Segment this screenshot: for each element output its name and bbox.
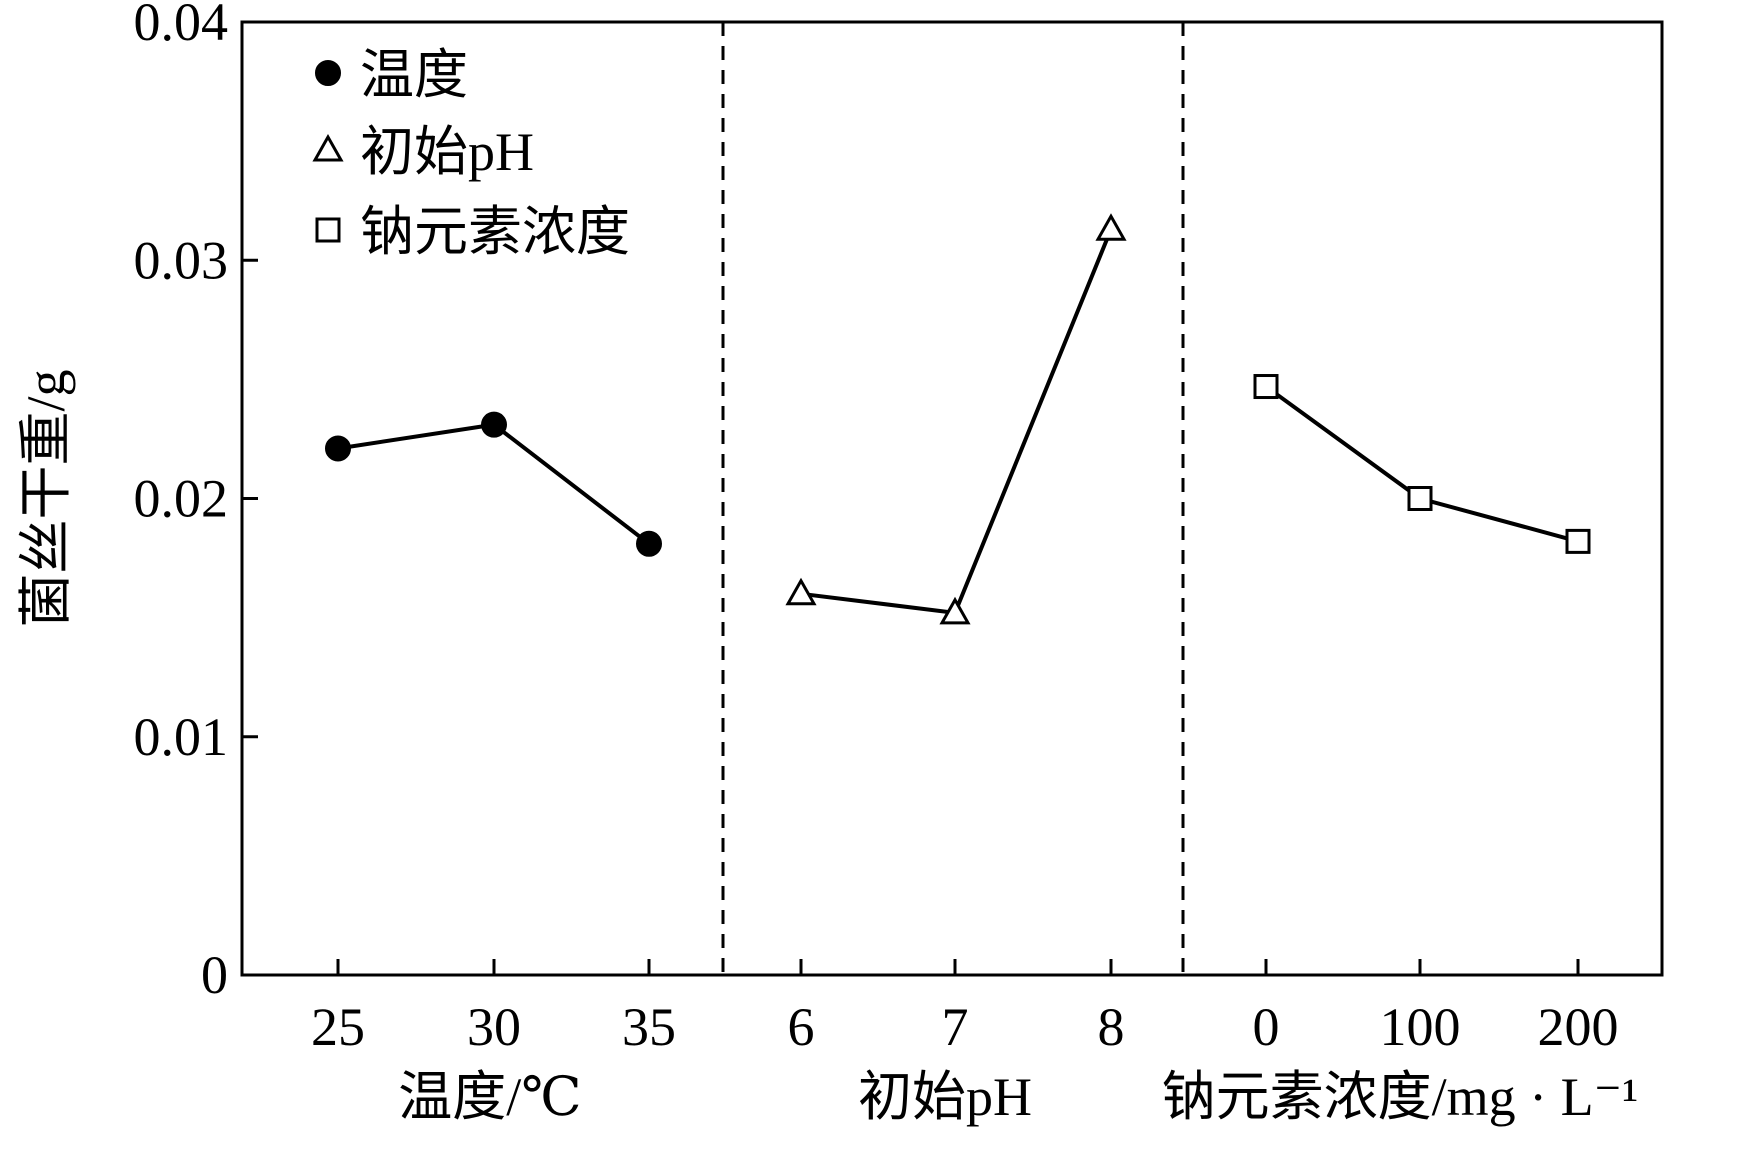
legend-label-3: 钠元素浓度	[360, 202, 630, 262]
x-tick-label: 200	[1538, 997, 1619, 1057]
data-point	[785, 577, 817, 606]
data-point	[325, 435, 351, 462]
y-tick-label: 0	[201, 945, 228, 1005]
x-axis-label-3: 钠元素浓度/mg · L⁻¹	[1162, 1067, 1639, 1127]
legend-marker-3	[315, 217, 341, 243]
series-line-3	[1264, 384, 1579, 544]
x-tick-label: 6	[788, 997, 815, 1057]
data-point	[481, 411, 507, 438]
legend-marker-1	[315, 60, 341, 86]
y-tick-label: 0.03	[134, 230, 229, 290]
series-line-2	[800, 228, 1113, 616]
series-line-1	[337, 422, 651, 546]
data-point	[636, 530, 662, 557]
y-tick-label: 0.04	[134, 0, 229, 52]
series-markers-layer	[312, 60, 1591, 625]
x-tick-label: 30	[467, 997, 521, 1057]
x-tick-label: 25	[311, 997, 365, 1057]
data-point	[1095, 213, 1127, 241]
series-lines-layer	[337, 228, 1579, 616]
y-tick-label: 0.01	[134, 707, 229, 767]
data-point	[1407, 486, 1433, 511]
x-axis-label-2: 初始pH	[858, 1067, 1032, 1127]
legend-marker-2	[312, 133, 344, 162]
x-tick-label: 7	[942, 997, 969, 1057]
text-layer: 0 0.01 0.02 0.03 0.04 菌丝干重/g 25 30 35 温度/℃ 6 7 8 初始pH…	[16, 0, 1638, 1127]
y-axis-label: 菌丝干重/g	[16, 369, 76, 627]
data-point	[939, 596, 971, 625]
x-tick-label: 8	[1098, 997, 1125, 1057]
data-point	[1565, 528, 1591, 554]
x-tick-label: 100	[1380, 997, 1461, 1057]
x-tick-label: 0	[1253, 997, 1280, 1057]
legend-label-1: 温度	[360, 45, 468, 105]
data-point	[1253, 374, 1279, 400]
x-tick-label: 35	[622, 997, 676, 1057]
y-tick-label: 0.02	[134, 469, 229, 529]
legend-label-2: 初始pH	[360, 122, 534, 182]
plot-frame-layer	[240, 20, 1664, 977]
x-axis-label-1: 温度/℃	[398, 1067, 581, 1127]
